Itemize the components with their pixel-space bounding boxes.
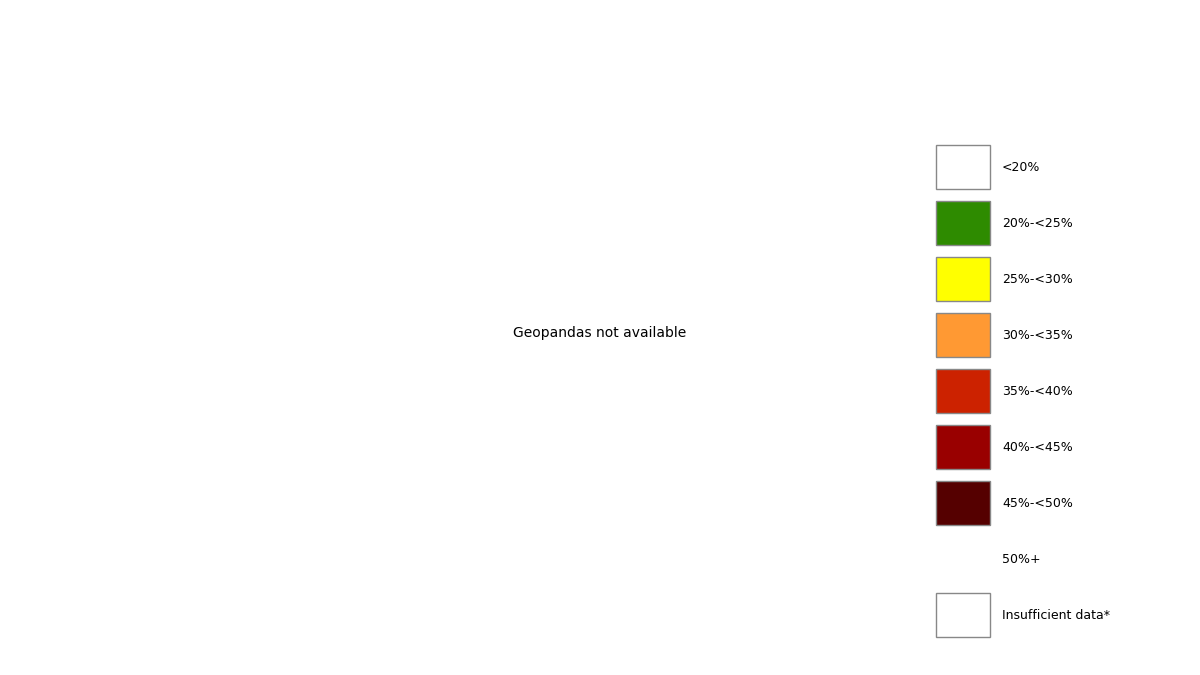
Text: 45%-<50%: 45%-<50% [1002,497,1073,510]
Text: Insufficient data*: Insufficient data* [1002,609,1110,622]
FancyBboxPatch shape [936,257,990,301]
Text: 30%-<35%: 30%-<35% [1002,329,1073,342]
FancyBboxPatch shape [936,313,990,357]
FancyBboxPatch shape [936,369,990,413]
Text: Geopandas not available: Geopandas not available [514,327,686,340]
Text: 50%+: 50%+ [1002,553,1040,566]
Text: 25%-<30%: 25%-<30% [1002,273,1073,286]
FancyBboxPatch shape [936,201,990,245]
FancyBboxPatch shape [936,481,990,525]
Text: 35%-<40%: 35%-<40% [1002,385,1073,398]
Text: 40%-<45%: 40%-<45% [1002,441,1073,454]
FancyBboxPatch shape [936,145,990,189]
FancyBboxPatch shape [936,425,990,469]
Text: 20%-<25%: 20%-<25% [1002,217,1073,230]
Text: <20%: <20% [1002,161,1040,173]
FancyBboxPatch shape [936,593,990,637]
